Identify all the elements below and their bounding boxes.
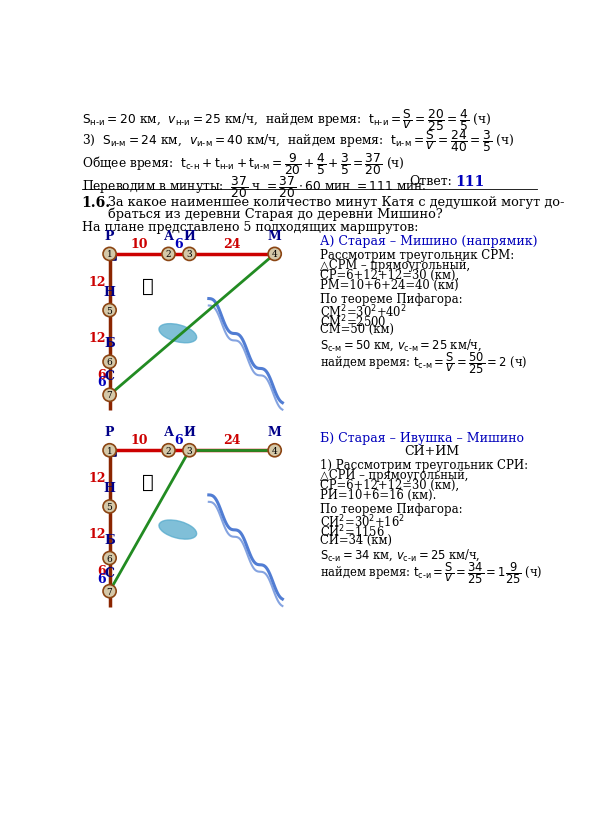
Ellipse shape (159, 520, 197, 539)
Circle shape (183, 248, 196, 261)
Text: 10: 10 (130, 434, 148, 447)
Text: СИ=34 (км): СИ=34 (км) (320, 533, 391, 546)
Text: Б: Б (104, 533, 115, 546)
Text: 🐎: 🐎 (143, 277, 154, 295)
Text: △СРИ – прямоугольный,: △СРИ – прямоугольный, (320, 468, 468, 481)
Text: 🐎: 🐎 (143, 473, 154, 492)
Text: 6: 6 (107, 358, 112, 366)
Text: 24: 24 (223, 434, 241, 447)
Text: 6: 6 (107, 554, 112, 563)
Text: найдем время: $\mathrm{t}_{\text{с-м}}=\dfrac{\mathrm{S}}{v}=\dfrac{50}{25}=2$ (: найдем время: $\mathrm{t}_{\text{с-м}}=\… (320, 350, 527, 375)
Circle shape (183, 444, 196, 457)
Text: 6: 6 (97, 368, 106, 381)
Text: СР=6+12+12=30 (км),: СР=6+12+12=30 (км), (320, 269, 459, 281)
Text: Р: Р (105, 229, 114, 242)
Text: 3: 3 (187, 447, 192, 455)
Text: 1: 1 (107, 250, 112, 259)
Text: И: И (184, 425, 195, 438)
Ellipse shape (159, 324, 197, 343)
Text: А: А (164, 229, 173, 242)
Text: 7: 7 (107, 587, 112, 596)
Circle shape (103, 248, 116, 261)
Text: △СРМ – прямоугольный,: △СРМ – прямоугольный, (320, 258, 470, 271)
Text: Н: Н (104, 481, 115, 495)
Circle shape (103, 304, 116, 318)
Text: На плане представлено 5 подходящих маршрутов:: На плане представлено 5 подходящих маршр… (82, 221, 418, 234)
Text: Общее время:  $\mathrm{t}_{\text{с-н}}+\mathrm{t}_{\text{н-и}}+\mathrm{t}_{\text: Общее время: $\mathrm{t}_{\text{с-н}}+\m… (82, 151, 405, 176)
Text: 6: 6 (97, 572, 106, 585)
Text: браться из деревни Старая до деревни Мишино?: браться из деревни Старая до деревни Миш… (108, 208, 443, 221)
Circle shape (103, 444, 116, 457)
Text: СИ$^2$=30$^2$+16$^2$: СИ$^2$=30$^2$+16$^2$ (320, 513, 405, 529)
Text: 6: 6 (97, 564, 106, 577)
Text: СР=6+12+12=30 (км),: СР=6+12+12=30 (км), (320, 478, 459, 491)
Text: 24: 24 (223, 238, 241, 251)
Text: 7: 7 (107, 391, 112, 399)
Text: 111: 111 (455, 174, 484, 189)
Text: РИ=10+6=16 (км).: РИ=10+6=16 (км). (320, 489, 436, 501)
Text: 5: 5 (107, 306, 112, 315)
Text: СМ$^2$=30$^2$+40$^2$: СМ$^2$=30$^2$+40$^2$ (320, 303, 406, 319)
Text: 12: 12 (88, 472, 106, 485)
Text: 6: 6 (175, 434, 183, 447)
Text: С: С (104, 566, 115, 579)
Text: Переводим в минуты:  $\dfrac{37}{20}$ ч $=\dfrac{37}{20}\cdot60$ мин $=111$ мин.: Переводим в минуты: $\dfrac{37}{20}$ ч $… (82, 174, 426, 199)
Text: 3: 3 (187, 250, 192, 259)
Text: СИ$^2$=1156: СИ$^2$=1156 (320, 523, 384, 539)
Text: 2: 2 (165, 250, 172, 259)
Text: С: С (104, 370, 115, 383)
Text: Рассмотрим треугольник СРМ:: Рассмотрим треугольник СРМ: (320, 248, 514, 261)
Text: Б) Старая – Ивушка – Мишино: Б) Старая – Ивушка – Мишино (320, 432, 524, 444)
Text: 2: 2 (165, 447, 172, 455)
Text: $\mathrm{S}_{\text{н-и}}=20$ км,  $v_{\text{н-и}}=25$ км/ч,  найдем время:  $\ma: $\mathrm{S}_{\text{н-и}}=20$ км, $v_{\te… (82, 107, 491, 132)
Text: А: А (164, 425, 173, 438)
Text: По теореме Пифагора:: По теореме Пифагора: (320, 292, 462, 305)
Text: 1: 1 (107, 447, 112, 455)
Text: $\mathrm{S}_{\text{с-м}}=50$ км, $v_{\text{с-м}}=25$ км/ч,: $\mathrm{S}_{\text{с-м}}=50$ км, $v_{\te… (320, 337, 482, 352)
Text: СМ=50 (км): СМ=50 (км) (320, 323, 394, 336)
Circle shape (103, 389, 116, 402)
Text: М: М (268, 425, 281, 438)
Text: За какое наименшее количество минут Катя с дедушкой могут до-: За какое наименшее количество минут Катя… (108, 196, 565, 209)
Text: 3)  $\mathrm{S}_{\text{и-м}}=24$ км,  $v_{\text{и-м}}=40$ км/ч,  найдем время:  : 3) $\mathrm{S}_{\text{и-м}}=24$ км, $v_{… (82, 128, 514, 155)
Text: 4: 4 (272, 250, 278, 259)
Text: найдем время: $\mathrm{t}_{\text{с-и}}=\dfrac{\mathrm{S}}{v}=\dfrac{34}{25}=1\df: найдем время: $\mathrm{t}_{\text{с-и}}=\… (320, 560, 542, 586)
Circle shape (103, 356, 116, 369)
Text: 10: 10 (130, 238, 148, 251)
Text: Н: Н (104, 285, 115, 299)
Text: $\mathrm{S}_{\text{с-и}}=34$ км, $v_{\text{с-и}}=25$ км/ч,: $\mathrm{S}_{\text{с-и}}=34$ км, $v_{\te… (320, 547, 480, 562)
Text: 12: 12 (88, 275, 106, 289)
Text: 5: 5 (107, 502, 112, 511)
Text: М: М (268, 229, 281, 242)
Text: 4: 4 (272, 447, 278, 455)
Text: 6: 6 (97, 375, 106, 389)
Circle shape (103, 585, 116, 598)
Circle shape (103, 500, 116, 514)
Text: 12: 12 (88, 528, 106, 540)
Text: СМ$^2$=2500: СМ$^2$=2500 (320, 313, 386, 330)
Text: РМ=10+6+24=40 (км): РМ=10+6+24=40 (км) (320, 279, 458, 291)
Text: Б: Б (104, 337, 115, 350)
Text: 1) Рассмотрим треугольник СРИ:: 1) Рассмотрим треугольник СРИ: (320, 458, 528, 471)
Circle shape (268, 248, 281, 261)
Text: 6: 6 (175, 238, 183, 251)
Text: 12: 12 (88, 331, 106, 344)
Text: СИ+ИМ: СИ+ИМ (405, 445, 460, 457)
Circle shape (162, 444, 175, 457)
Text: И: И (184, 229, 195, 242)
Text: Ответ:: Ответ: (409, 174, 452, 188)
Text: 1.6.: 1.6. (82, 196, 111, 210)
Circle shape (268, 444, 281, 457)
Text: Р: Р (105, 425, 114, 438)
Text: По теореме Пифагора:: По теореме Пифагора: (320, 502, 462, 515)
Circle shape (103, 552, 116, 565)
Text: А) Старая – Мишино (напрямик): А) Старая – Мишино (напрямик) (320, 235, 537, 247)
Circle shape (162, 248, 175, 261)
